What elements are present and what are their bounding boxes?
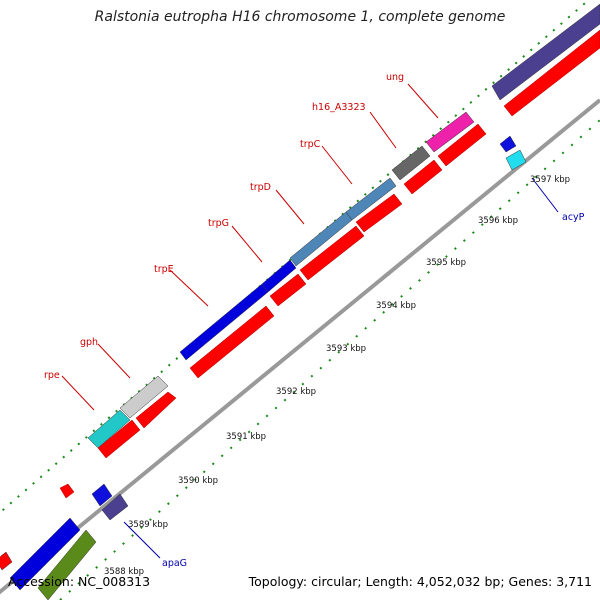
gene-label-h16-a3323: h16_A3323 [312, 102, 366, 113]
feature-apaG-b [101, 493, 129, 521]
cds-2 [135, 391, 177, 429]
forward-features [0, 3, 600, 600]
feature-gph [119, 375, 169, 419]
feature-h16-a3323 [391, 145, 431, 181]
cds-8 [437, 123, 487, 167]
scale-tick-track [59, 119, 600, 600]
map-title: Ralstonia eutropha H16 chromosome 1, com… [94, 9, 506, 25]
cds-9 [503, 29, 600, 117]
cds-7 [403, 159, 443, 195]
feature-top-right [491, 3, 600, 101]
feature-acyP-b [505, 149, 527, 171]
cds-10 [59, 483, 75, 499]
feature-apaG-a [91, 483, 113, 507]
accession-label: Accession: NC_008313 [8, 574, 151, 589]
cds-track [59, 29, 600, 499]
feature-trpC [345, 177, 397, 221]
scale-label: 3595 kbp [426, 258, 466, 268]
gene-label-apaG: apaG [162, 558, 187, 569]
feature-trpG [261, 259, 297, 293]
scale-label: 3597 kbp [530, 175, 570, 185]
cds-1 [97, 419, 141, 459]
cds-3 [189, 305, 275, 379]
cds-6 [355, 193, 403, 233]
backbone [0, 98, 600, 595]
leader-lines [61, 83, 559, 559]
scale-label: 3589 kbp [128, 520, 168, 530]
scale-label: 3592 kbp [276, 387, 316, 397]
gene-label-ung: ung [386, 72, 404, 83]
gene-label-trpD: trpD [250, 182, 271, 193]
feature-bottom-a [9, 517, 81, 591]
scale-label: 3591 kbp [226, 432, 266, 442]
scale-label: 3590 kbp [178, 476, 218, 486]
scale-labels: 3588 kbp 3589 kbp 3590 kbp 3591 kbp 3592… [104, 175, 570, 577]
cds-4 [269, 273, 307, 307]
gene-label-gph: gph [80, 337, 98, 348]
genome-summary: Topology: circular; Length: 4,052,032 bp… [248, 574, 592, 589]
feature-rpe [87, 409, 131, 449]
cds-5 [299, 225, 365, 281]
scale-label: 3593 kbp [326, 344, 366, 354]
scale-label: 3594 kbp [376, 301, 416, 311]
inner-features [91, 135, 527, 521]
feature-bottom-b [37, 529, 97, 600]
gene-label-acyP: acyP [562, 212, 585, 223]
scale-label: 3588 kbp [104, 567, 144, 577]
gene-labels: rpe gph trpE trpG trpD trpC h16_A3323 un… [44, 72, 585, 569]
scale-label: 3596 kbp [478, 216, 518, 226]
feature-acyP-a [499, 135, 517, 153]
gene-label-trpC: trpC [300, 139, 321, 150]
feature-bottom-c [0, 551, 13, 571]
gene-label-trpG: trpG [208, 218, 229, 229]
feature-ung [425, 111, 475, 153]
gene-label-trpE: trpE [154, 264, 174, 275]
gene-label-rpe: rpe [44, 370, 60, 381]
